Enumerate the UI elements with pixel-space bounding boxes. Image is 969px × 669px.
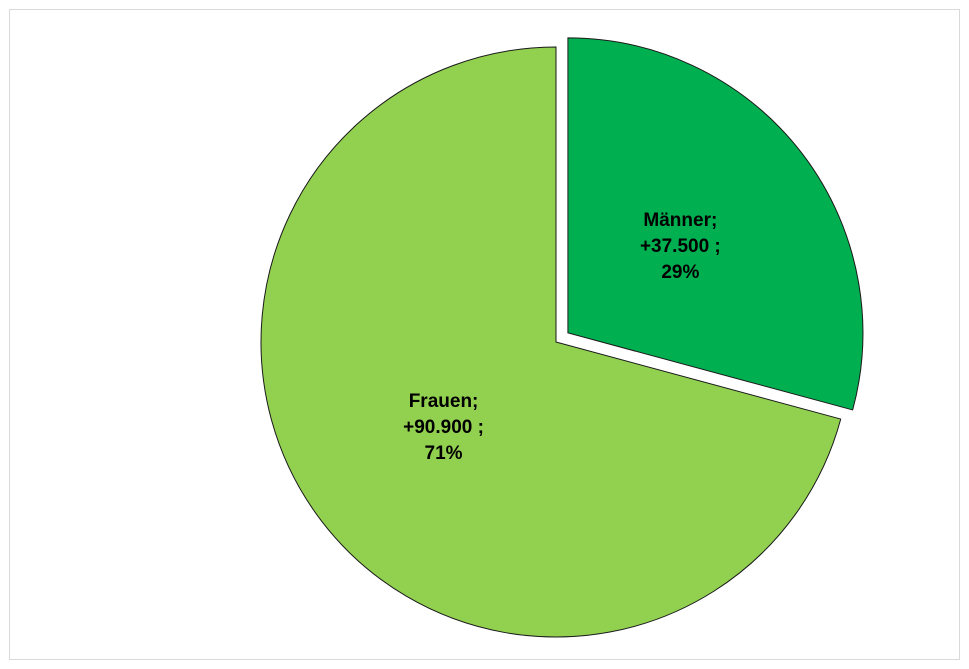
slice-value-label: +90.900 ; [403, 417, 484, 438]
pie-slice [567, 37, 864, 411]
slice-category-label: Frauen; [409, 391, 479, 412]
pie-slice [260, 46, 842, 638]
slice-percent-label: 71% [425, 443, 463, 464]
slice-value-label: +37.500 ; [640, 236, 721, 257]
slice-category-label: Männer; [643, 210, 717, 231]
slice-percent-label: 29% [661, 262, 699, 283]
